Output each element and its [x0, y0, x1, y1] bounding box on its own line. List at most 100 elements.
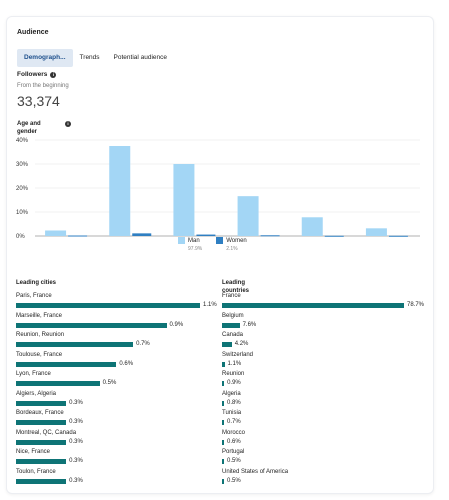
- legend-item-women: Women 2.1%: [216, 237, 247, 252]
- bar-women: [68, 235, 88, 237]
- y-tick-label: 0%: [16, 234, 25, 238]
- followers-subtitle: From the beginning: [17, 83, 69, 89]
- list-item-label: Montreal, QC, Canada: [16, 429, 77, 436]
- list-item-label: Marseille, France: [16, 312, 63, 319]
- list-item-bar: [16, 459, 67, 464]
- list-item-label: Paris, France: [16, 293, 52, 299]
- list-item-bar: [222, 322, 240, 328]
- list-item-bar: [222, 303, 404, 308]
- list-item-value: 0.5%: [227, 477, 241, 484]
- bar-women: [324, 235, 344, 237]
- list-item-label: Portugal: [222, 449, 245, 455]
- bar-women: [132, 233, 152, 236]
- legend-swatch-women: [216, 237, 224, 244]
- bar-man: [45, 230, 67, 236]
- list-item-label: Toulon, France: [16, 468, 56, 475]
- list-item-bar: [222, 439, 224, 445]
- list-item-value: 0.5%: [227, 458, 241, 464]
- y-tick-label: 30%: [16, 162, 29, 168]
- legend-pct: 2.1%: [226, 246, 238, 252]
- y-tick-label: 40%: [16, 138, 29, 144]
- list-item-bar: [16, 361, 117, 367]
- bar-women: [196, 234, 216, 236]
- age-gender-label: Age and gender: [17, 121, 41, 135]
- list-item-bar: [222, 478, 224, 484]
- tab-demographics[interactable]: Demograph...: [17, 49, 73, 67]
- list-item-bar: [16, 439, 67, 445]
- list-item-label: Lyon, France: [16, 371, 51, 377]
- legend-swatch-man: [178, 237, 185, 244]
- legend-label: Women: [226, 237, 247, 244]
- list-item-bar: [16, 420, 67, 425]
- age-gender-chart: 0%10%20%30%40%18-2425-3435-4445-5455-646…: [16, 138, 420, 238]
- tab-trends[interactable]: Trends: [79, 54, 100, 61]
- followers-title: Followers: [17, 71, 48, 78]
- list-item-value: 0.8%: [227, 399, 241, 406]
- legend-pct: 97.9%: [188, 246, 203, 252]
- list-item-bar: [222, 381, 225, 386]
- card-title: Audience: [17, 29, 49, 36]
- list-item-value: 1.1%: [203, 302, 217, 308]
- list-item-label: Algeria: [222, 390, 241, 397]
- tab-potential-audience[interactable]: Potential audience: [113, 54, 168, 61]
- legend-item-man: Man 97.9%: [178, 237, 202, 252]
- bar-man: [109, 146, 131, 236]
- bar-women: [260, 235, 280, 237]
- list-item-label: United States of America: [222, 468, 289, 475]
- list-item-label: Nice, France: [16, 449, 51, 455]
- list-item-bar: [16, 342, 134, 347]
- list-item-value: 1.1%: [227, 360, 242, 367]
- chart-legend: Man 97.9% Women 2.1%: [178, 237, 247, 252]
- y-tick-label: 20%: [16, 186, 29, 192]
- list-item-bar: [222, 459, 224, 464]
- bar-man: [237, 196, 259, 236]
- legend-label: Man: [188, 237, 200, 244]
- info-icon[interactable]: i: [65, 121, 71, 127]
- list-item-label: Tunisia: [222, 410, 242, 416]
- list-item-label: Bordeaux, France: [16, 410, 64, 416]
- list-item-value: 7.6%: [242, 321, 257, 328]
- list-item-bar: [16, 303, 200, 308]
- bar-man: [301, 217, 323, 236]
- list-item-bar: [222, 361, 225, 367]
- list-item-value: 0.9%: [227, 380, 241, 386]
- list-item-value: 0.6%: [119, 360, 134, 367]
- followers-label: Followers i: [17, 71, 57, 78]
- list-item-value: 0.3%: [69, 477, 83, 484]
- list-item-label: Canada: [222, 332, 244, 338]
- followers-count: 33,374: [17, 93, 60, 109]
- bar-man: [173, 164, 195, 236]
- list-item-value: 0.3%: [69, 458, 83, 464]
- list-item-label: Morocco: [222, 429, 246, 436]
- y-tick-label: 10%: [16, 210, 29, 216]
- list-item-bar: [16, 322, 167, 328]
- list-item-value: 4.2%: [234, 341, 249, 347]
- list-item-value: 78.7%: [407, 302, 425, 308]
- list-item-value: 0.9%: [169, 321, 184, 328]
- list-item-bar: [222, 400, 224, 406]
- list-item-value: 0.7%: [136, 341, 150, 347]
- audience-card: Audience Demograph... Trends Potential a…: [6, 16, 434, 494]
- list-item-label: Reunion: [222, 371, 245, 377]
- list-item-label: Toulouse, France: [16, 351, 63, 358]
- list-item-value: 0.6%: [227, 438, 241, 445]
- list-item-bar: [222, 342, 232, 347]
- leading-cities-title: Leading cities: [16, 280, 57, 286]
- list-item-bar: [16, 381, 100, 386]
- list-item-value: 0.3%: [69, 419, 83, 425]
- list-item-value: 0.7%: [227, 419, 241, 425]
- bar-women: [388, 235, 408, 237]
- bar-man: [365, 228, 387, 236]
- list-item-value: 0.3%: [69, 438, 83, 445]
- list-item-label: France: [222, 293, 241, 299]
- tab-bar: Demograph... Trends Potential audience: [17, 49, 174, 67]
- list-item-label: Algiers, Algeria: [16, 390, 57, 397]
- list-item-value: 0.5%: [102, 380, 117, 386]
- info-icon[interactable]: i: [50, 71, 57, 78]
- list-item-bar: [222, 420, 224, 425]
- list-item-label: Switzerland: [222, 351, 254, 358]
- list-item-value: 0.3%: [69, 399, 83, 406]
- list-item-label: Reunion, Reunion: [16, 332, 65, 338]
- list-item-label: Belgium: [222, 312, 244, 319]
- list-item-bar: [16, 478, 67, 484]
